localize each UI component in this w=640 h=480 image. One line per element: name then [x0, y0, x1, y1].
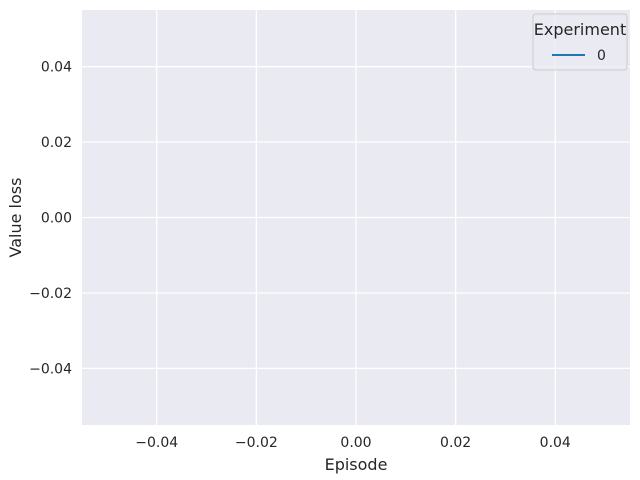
- y-tick-label: 0.04: [41, 60, 72, 76]
- y-tick-label: 0.02: [41, 135, 72, 151]
- y-tick-label: 0.00: [41, 211, 72, 227]
- legend-entry-label: 0: [597, 48, 606, 64]
- x-axis-label: Episode: [325, 455, 388, 474]
- legend-title: Experiment: [534, 20, 626, 39]
- y-tick-label: −0.04: [29, 361, 72, 377]
- y-tick-label: −0.02: [29, 286, 72, 302]
- x-tick-label: 0.04: [540, 435, 571, 451]
- x-axis-ticks: −0.04 −0.02 0.00 0.02 0.04: [135, 435, 571, 451]
- y-axis-ticks: −0.04 −0.02 0.00 0.02 0.04: [29, 60, 72, 378]
- x-tick-label: −0.02: [235, 435, 278, 451]
- legend: Experiment 0: [532, 13, 628, 71]
- x-tick-label: −0.04: [135, 435, 178, 451]
- x-tick-label: 0.00: [340, 435, 371, 451]
- x-tick-label: 0.02: [440, 435, 471, 451]
- y-axis-label: Value loss: [6, 178, 25, 258]
